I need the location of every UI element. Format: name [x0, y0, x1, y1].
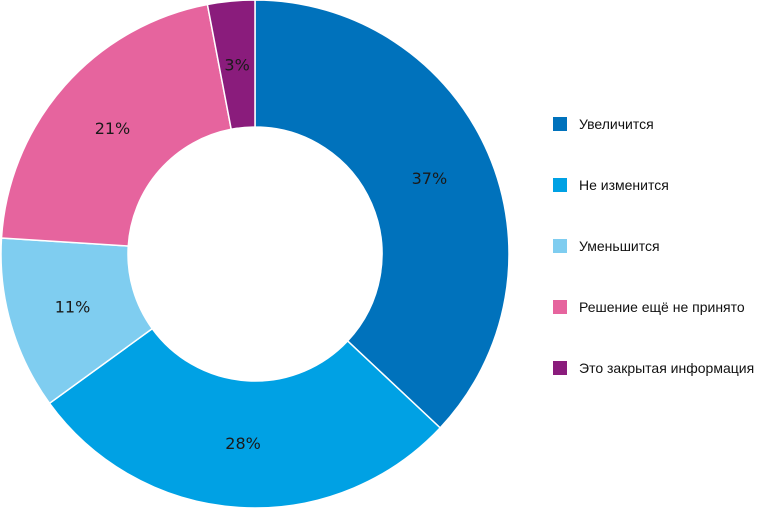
donut-slice [48, 327, 442, 509]
slice-value-label: 37% [412, 169, 448, 188]
legend-swatch [553, 361, 567, 375]
slice-value-label: 28% [225, 434, 261, 453]
legend-swatch [553, 117, 567, 131]
legend-label: Это закрытая информация [579, 360, 755, 376]
donut-slice [254, 0, 510, 429]
donut-slice [206, 0, 256, 131]
legend-swatch [553, 178, 567, 192]
legend-label: Не изменится [579, 177, 669, 193]
donut-slices [0, 0, 510, 509]
legend-item: Решение ещё не принято [553, 295, 758, 319]
legend-label: Решение ещё не принято [579, 299, 745, 315]
legend-item: Уменьшится [553, 234, 758, 258]
slice-value-label: 11% [55, 298, 91, 317]
legend-item: Не изменится [553, 173, 758, 197]
legend-swatch [553, 239, 567, 253]
slice-value-label: 21% [95, 119, 131, 138]
donut-slice [0, 3, 233, 247]
donut-value-labels: 37% 28% 11% 21% 3% [55, 55, 447, 453]
legend-item: Увеличится [553, 112, 758, 136]
legend-item: Это закрытая информация [553, 356, 758, 380]
slice-value-label: 3% [224, 55, 249, 74]
legend-label: Уменьшится [579, 238, 660, 254]
legend-label: Увеличится [579, 116, 654, 132]
legend-swatch [553, 300, 567, 314]
chart-legend: Увеличится Не изменится Уменьшится Решение … [553, 112, 758, 417]
